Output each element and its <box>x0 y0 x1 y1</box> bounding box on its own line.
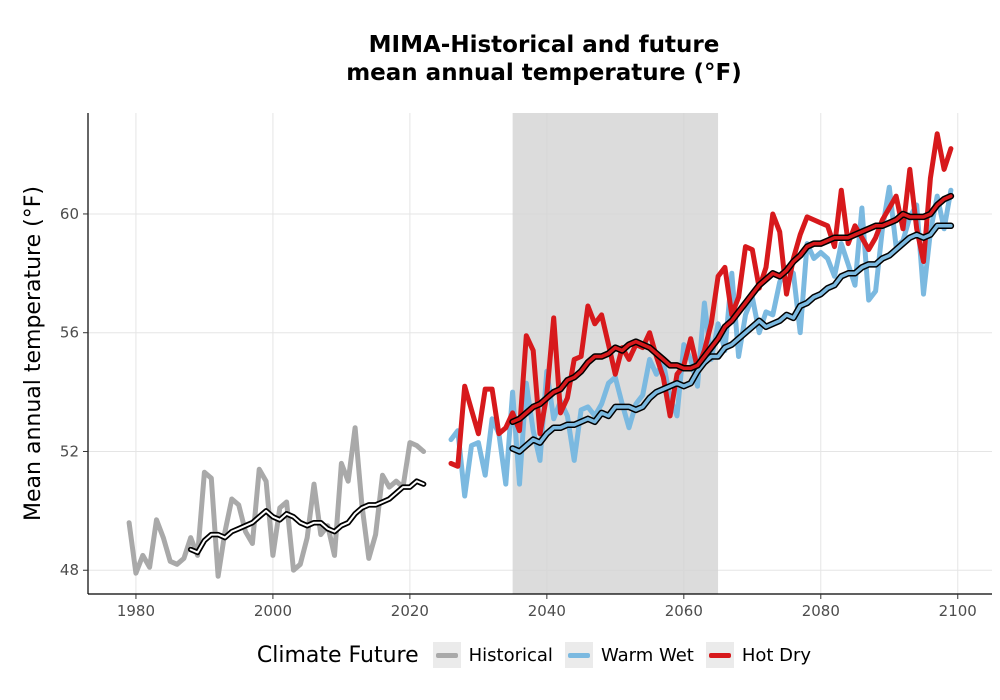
chart-title-line-1: MIMA-Historical and future <box>368 32 720 58</box>
x-tick-label: 2000 <box>254 602 292 620</box>
series-hot-dry-smoothed <box>510 194 953 424</box>
y-tick-label: 52 <box>60 442 79 460</box>
legend-label-warm-wet: Warm Wet <box>600 644 694 666</box>
legend-item-warm-wet: Warm Wet <box>564 642 694 668</box>
x-tick-label: 1980 <box>117 602 155 620</box>
x-tick-label: 2080 <box>802 602 840 620</box>
x-tick-label: 2040 <box>528 602 566 620</box>
axes: 1980 2000 2020 2040 2060 2080 2100 48 52 56 60 <box>60 113 992 620</box>
y-tick-label: 56 <box>60 324 79 342</box>
y-tick-label: 48 <box>60 561 79 579</box>
chart-title-line-2: mean annual temperature (°F) <box>346 60 742 86</box>
legend-label-hot-dry: Hot Dry <box>741 644 812 666</box>
y-tick-label: 60 <box>60 205 79 223</box>
legend-key-warm-wet <box>564 642 593 668</box>
legend-key-historical <box>432 642 461 668</box>
x-tick-label: 2100 <box>939 602 977 620</box>
x-tick-label: 2020 <box>391 602 429 620</box>
series-warm-wet <box>448 184 954 499</box>
x-tick-label: 2060 <box>665 602 703 620</box>
legend: Climate Future Historical Warm Wet Hot D… <box>0 638 1000 672</box>
legend-item-historical: Historical <box>432 642 553 668</box>
legend-item-hot-dry: Hot Dry <box>705 642 812 668</box>
legend-key-hot-dry <box>705 642 734 668</box>
series-historical <box>126 425 427 579</box>
series-lines <box>126 131 955 579</box>
legend-title: Climate Future <box>256 642 419 668</box>
y-axis-label: Mean annual temperature (°F) <box>21 186 46 521</box>
legend-label-historical: Historical <box>468 644 553 666</box>
series-historical-smoothed <box>189 480 425 554</box>
series-warm-wet-smoothed <box>510 224 953 454</box>
